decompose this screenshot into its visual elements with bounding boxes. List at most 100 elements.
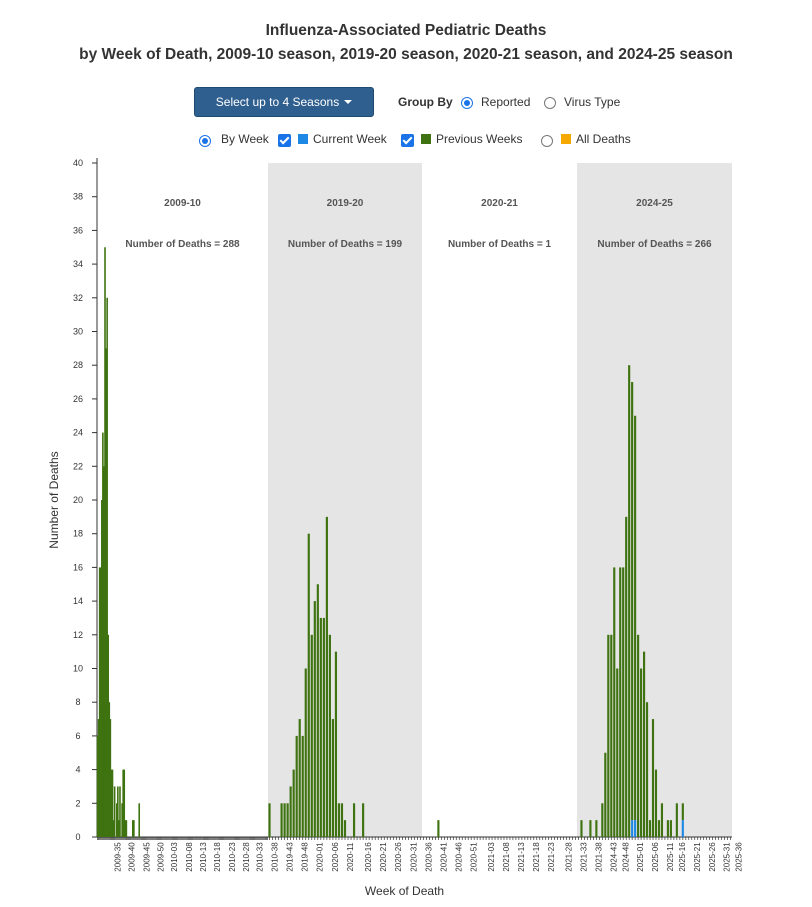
- x-tick-label: 2010-28: [242, 842, 251, 872]
- x-tick-label: 2025-21: [693, 842, 702, 872]
- x-tick-label: 2020-46: [454, 842, 463, 872]
- bar-previous-weeks: [112, 820, 115, 837]
- all-deaths-label: All Deaths: [576, 132, 631, 146]
- x-tick-label: 2024-48: [621, 842, 630, 872]
- bar-previous-weeks: [133, 820, 135, 837]
- panel-season-label: 2024-25: [636, 198, 673, 209]
- by-week-radio[interactable]: [199, 135, 211, 147]
- y-tick-label-26: 26: [73, 394, 83, 404]
- bar-previous-weeks: [316, 584, 319, 837]
- bar-previous-weeks: [96, 735, 99, 837]
- bar-previous-weeks: [295, 735, 298, 837]
- x-tick-label: 2021-38: [594, 842, 603, 872]
- bar-previous-weeks: [113, 786, 116, 837]
- x-tick-label: 2021-08: [502, 842, 511, 872]
- bar-previous-weeks: [125, 820, 128, 837]
- bar-previous-weeks: [298, 719, 301, 837]
- bar-previous-weeks: [118, 820, 120, 837]
- bar-previous-weeks: [634, 415, 637, 821]
- x-tick-label: 2020-31: [409, 842, 418, 872]
- bar-previous-weeks: [642, 651, 646, 837]
- bar-previous-weeks: [115, 803, 118, 837]
- x-tick-label: 2025-31: [723, 842, 732, 872]
- bar-previous-weeks: [610, 634, 613, 837]
- x-tick-label: 2025-16: [678, 842, 687, 872]
- select-seasons-button[interactable]: Select up to 4 Seasons: [194, 87, 374, 117]
- x-tick-label: 2025-01: [636, 842, 645, 872]
- x-tick-label: 2009-35: [114, 842, 123, 872]
- panel-deaths-label: Number of Deaths = 288: [125, 239, 240, 250]
- bar-previous-weeks: [675, 803, 678, 837]
- bar-previous-weeks: [122, 769, 124, 837]
- bar-previous-weeks: [340, 803, 344, 837]
- reported-radio[interactable]: [461, 97, 473, 109]
- bar-previous-weeks: [268, 803, 271, 837]
- bar-previous-weeks: [648, 820, 652, 837]
- bar-previous-weeks: [123, 769, 126, 837]
- select-seasons-label: Select up to 4 Seasons: [215, 95, 340, 109]
- bar-previous-weeks: [654, 769, 658, 837]
- x-tick-label: 2021-23: [547, 842, 556, 872]
- previous-weeks-checkbox[interactable]: [401, 134, 414, 147]
- y-tick-label-28: 28: [73, 360, 83, 370]
- all-deaths-radio[interactable]: [541, 135, 553, 147]
- bar-previous-weeks: [657, 820, 661, 837]
- x-tick-label: 2021-18: [532, 842, 541, 872]
- y-tick-label-12: 12: [73, 630, 83, 640]
- bar-previous-weeks: [110, 769, 113, 837]
- current-week-checkbox[interactable]: [278, 134, 291, 147]
- x-tick-label: 2025-06: [651, 842, 660, 872]
- y-tick-label-36: 36: [73, 225, 83, 235]
- x-tick-label: 2020-36: [424, 842, 433, 872]
- reported-label: Reported: [481, 95, 531, 109]
- x-tick-label: 2020-16: [364, 842, 373, 872]
- bar-previous-weeks: [637, 634, 640, 837]
- bar-previous-weeks: [105, 348, 107, 837]
- bar-previous-weeks: [111, 769, 114, 837]
- previous-weeks-label: Previous Weeks: [436, 132, 523, 146]
- caret-down-icon: [344, 100, 353, 104]
- bar-previous-weeks: [640, 668, 643, 837]
- virus-type-radio[interactable]: [544, 97, 556, 109]
- bar-previous-weeks: [102, 432, 104, 837]
- y-tick-label-20: 20: [73, 495, 83, 505]
- bar-previous-weeks: [601, 803, 604, 837]
- bar-previous-weeks: [328, 634, 331, 837]
- y-tick-label-22: 22: [73, 461, 83, 471]
- bar-previous-weeks: [117, 786, 119, 837]
- x-tick-label: 2025-26: [708, 842, 717, 872]
- bar-current-week: [681, 820, 684, 837]
- x-tick-label: 2010-38: [271, 842, 280, 872]
- y-tick-label-34: 34: [73, 259, 83, 269]
- bar-previous-weeks: [108, 702, 111, 837]
- y-axis-title: Number of Deaths: [47, 451, 61, 548]
- bar-previous-weeks: [362, 803, 365, 837]
- bar-previous-weeks: [132, 820, 134, 837]
- bar-previous-weeks: [319, 617, 322, 837]
- y-tick-label-4: 4: [75, 765, 80, 775]
- y-tick-label-40: 40: [73, 158, 83, 168]
- previous-weeks-swatch: [421, 134, 431, 144]
- bar-previous-weeks: [304, 668, 307, 837]
- x-tick-label: 2019-48: [301, 842, 310, 872]
- bar-previous-weeks: [625, 516, 628, 837]
- bar-previous-weeks: [660, 803, 664, 837]
- x-tick-label: 2021-33: [580, 842, 589, 872]
- bar-previous-weeks: [119, 786, 121, 837]
- y-tick-label-38: 38: [73, 192, 83, 202]
- bar-previous-weeks: [101, 500, 103, 837]
- bar-previous-weeks: [283, 803, 286, 837]
- by-week-label: By Week: [221, 132, 269, 146]
- panel-deaths-label: Number of Deaths = 199: [288, 239, 403, 250]
- y-tick-label-30: 30: [73, 327, 83, 337]
- x-tick-label: 2024-43: [609, 842, 618, 872]
- x-tick-label: 2020-01: [316, 842, 325, 872]
- x-tick-label: 2019-43: [286, 842, 295, 872]
- bar-previous-weeks: [607, 634, 610, 837]
- bar-previous-weeks: [98, 567, 101, 837]
- bar-previous-weeks: [631, 382, 634, 821]
- bar-previous-weeks: [301, 735, 304, 837]
- bar-previous-weeks: [645, 702, 649, 837]
- x-tick-label: 2010-18: [213, 842, 222, 872]
- bar-current-week: [634, 820, 637, 837]
